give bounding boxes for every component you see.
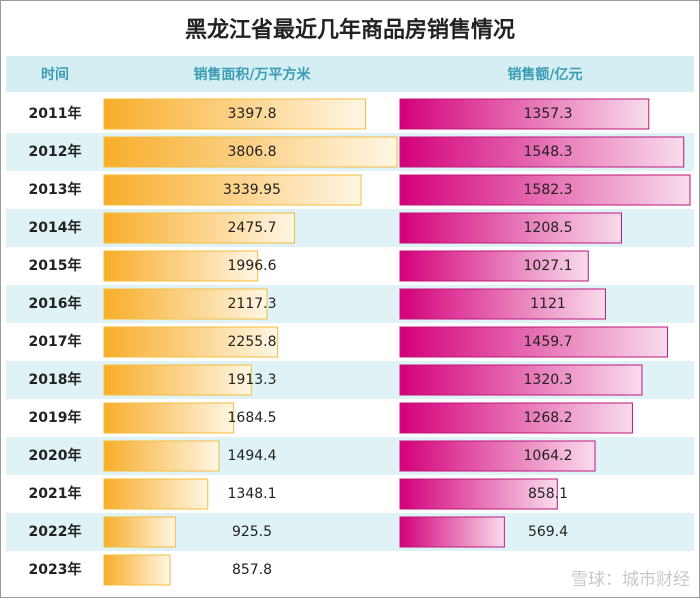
cell-value: 1996.6 (228, 258, 277, 274)
data-bar (399, 440, 596, 472)
data-bar (103, 478, 209, 510)
row-label: 2021年 (29, 485, 82, 502)
row-label: 2019年 (29, 409, 82, 426)
cell-value: 1064.2 (524, 448, 573, 464)
cell-value: 569.4 (528, 524, 568, 540)
rows: 2011年 3397.8 1357.3 2012年 3806.8 1548.3 2013年 3… (6, 98, 694, 586)
column-header: 销售额/亿元 (507, 66, 582, 83)
data-bar (399, 326, 669, 358)
data-bar (103, 288, 268, 320)
data-bar (103, 326, 279, 358)
cell-value: 1684.5 (228, 410, 277, 426)
watermark: 雪球：城市财经 (571, 570, 690, 590)
data-bar (103, 364, 252, 396)
cell-value: 3397.8 (228, 106, 277, 122)
data-bar (103, 212, 296, 244)
data-bar (103, 402, 235, 434)
cell-value: 3339.95 (223, 182, 281, 198)
cell-value: 1459.7 (524, 334, 573, 350)
cell-value: 1121 (530, 296, 566, 312)
data-bar (399, 98, 650, 130)
row-label: 2013年 (29, 181, 82, 198)
cell-value: 1027.1 (524, 258, 573, 274)
cell-value: 2255.8 (228, 334, 277, 350)
column-header: 时间 (41, 66, 69, 83)
data-bar (399, 174, 691, 206)
row-label: 2016年 (29, 295, 82, 312)
cell-value: 1548.3 (524, 144, 573, 160)
row-label: 2023年 (29, 561, 82, 578)
cell-value: 2475.7 (228, 220, 277, 236)
data-bar (399, 364, 643, 396)
data-bar (399, 250, 589, 282)
data-bar (399, 288, 606, 320)
row-label: 2015年 (29, 257, 82, 274)
data-bar (399, 136, 685, 168)
row-label: 2022年 (29, 523, 82, 540)
cell-value: 1494.4 (228, 448, 277, 464)
row-label: 2012年 (29, 143, 82, 160)
cell-value: 1348.1 (228, 486, 277, 502)
data-bar (399, 516, 505, 548)
data-bar (103, 136, 398, 168)
cell-value: 1320.3 (524, 372, 573, 388)
cell-value: 2117.3 (228, 296, 277, 312)
header-row (6, 56, 694, 92)
cell-value: 3806.8 (228, 144, 277, 160)
data-bar (103, 554, 171, 586)
row-label: 2011年 (29, 105, 82, 122)
row-label: 2014年 (29, 219, 82, 236)
cell-value: 1268.2 (524, 410, 573, 426)
data-bar (103, 440, 220, 472)
cell-value: 925.5 (232, 524, 272, 540)
cell-value: 857.8 (232, 562, 272, 578)
row-label: 2020年 (29, 447, 82, 464)
cell-value: 1582.3 (524, 182, 573, 198)
cell-value: 1208.5 (524, 220, 573, 236)
cell-value: 858.1 (528, 486, 568, 502)
row-label: 2018年 (29, 371, 82, 388)
data-bar (399, 402, 633, 434)
data-bar (103, 98, 367, 130)
data-bar (103, 516, 176, 548)
data-bar (399, 212, 622, 244)
data-bar (103, 250, 259, 282)
data-bar (103, 174, 362, 206)
column-header: 销售面积/万平方米 (193, 66, 311, 83)
cell-value: 1913.3 (228, 372, 277, 388)
row-label: 2017年 (29, 333, 82, 350)
title: 黑龙江省最近几年商品房销售情况 (185, 17, 515, 43)
data-bar (399, 478, 558, 510)
cell-value: 1357.3 (524, 106, 573, 122)
